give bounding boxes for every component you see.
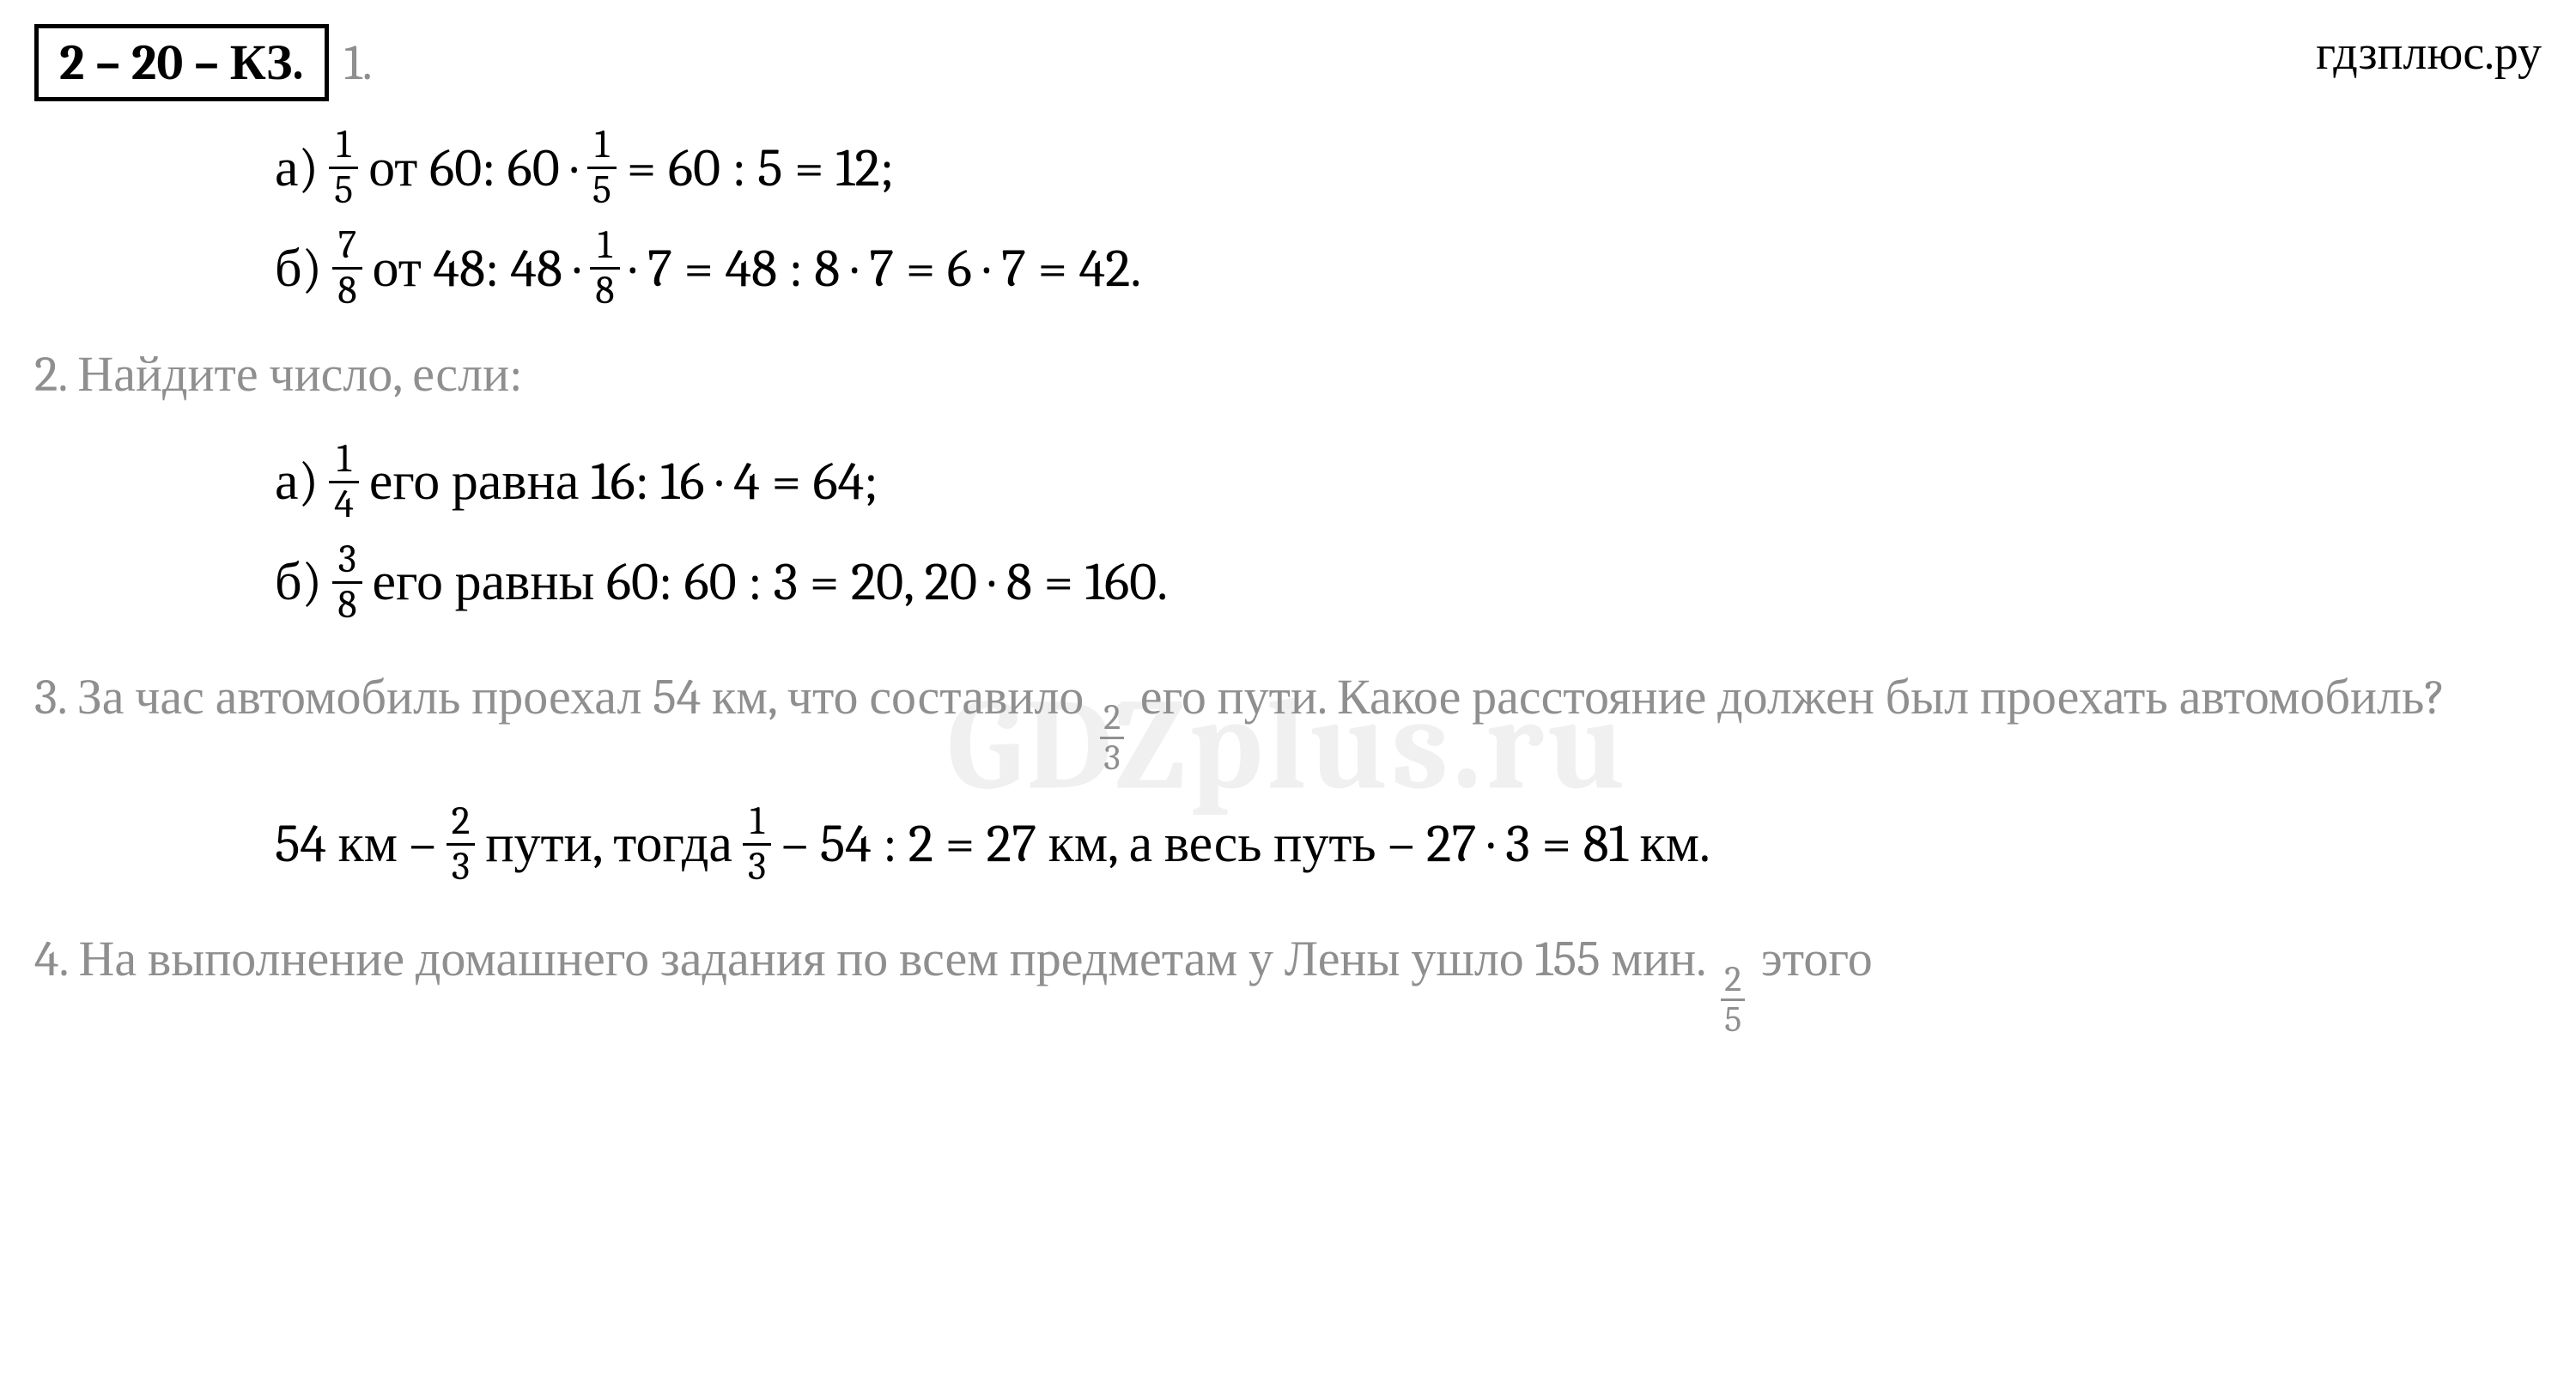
q3-ans-line: 54 км – 2 3 пути, тогда 1 3 – 54 : 2 = 2… — [275, 802, 2542, 887]
q2b-frac1: 3 8 — [332, 540, 361, 625]
frac-num: 3 — [333, 540, 361, 581]
q1b-frac1: 7 8 — [332, 226, 361, 311]
q2-prompt: 2. Найдите число, если: — [34, 337, 2542, 414]
frac-num: 1 — [331, 440, 356, 481]
top-row: 2 – 20 – КЗ. 1. гдзплюс.ру — [34, 24, 2542, 101]
frac-den: 5 — [329, 167, 358, 210]
q4-frac1: 2 5 — [1721, 962, 1745, 1038]
frac-num: 7 — [333, 226, 362, 267]
q2-line-a: а) 1 4 его равна 16: 16 · 4 = 64; — [275, 440, 2542, 525]
section-chip: 2 – 20 – КЗ. — [34, 24, 329, 101]
q2-line-b: б) 3 8 его равны 60: 60 : 3 = 20, 20 · 8… — [275, 540, 2542, 625]
q1a-letter: а) — [275, 142, 319, 195]
q2a-frac1: 1 4 — [329, 440, 359, 525]
frac-den: 5 — [587, 167, 617, 210]
frac-den: 5 — [1721, 998, 1745, 1038]
q4-text2: этого — [1761, 931, 1873, 988]
q3-answer: 54 км – 2 3 пути, тогда 1 3 – 54 : 2 = 2… — [275, 802, 2542, 887]
q1b-text2: · 7 = 48 : 8 · 7 = 6 · 7 = 42. — [630, 242, 1142, 295]
frac-num: 2 — [1721, 962, 1745, 998]
frac-num: 1 — [744, 802, 769, 843]
frac-den: 4 — [329, 481, 359, 525]
q3-text1: 3. За час автомобиль проехал 54 км, что … — [34, 669, 1084, 726]
q4-text1: 4. На выполнение домашнего задания по вс… — [34, 931, 1704, 988]
q1a-frac1: 1 5 — [329, 125, 358, 210]
frac-den: 8 — [332, 267, 361, 311]
q2b-text1: его равны 60: 60 : 3 = 20, 20 · 8 = 160. — [373, 555, 1168, 609]
q3a-text1: 54 км – — [275, 817, 436, 871]
q1-answers: а) 1 5 от 60: 60 · 1 5 = 60 : 5 = 12; б)… — [275, 125, 2542, 311]
q3a-frac1: 2 3 — [447, 802, 476, 887]
frac-num: 1 — [331, 125, 356, 167]
q1-line-b: б) 7 8 от 48: 48 · 1 8 · 7 = 48 : 8 · 7 … — [275, 226, 2542, 311]
frac-den: 8 — [590, 267, 619, 311]
q1a-frac2: 1 5 — [587, 125, 617, 210]
q1a-text1: от 60: 60 · — [368, 142, 577, 195]
q3-prompt: 3. За час автомобиль проехал 54 км, что … — [34, 659, 2542, 776]
q2a-text1: его равна 16: 16 · 4 = 64; — [369, 455, 878, 508]
frac-den: 8 — [332, 581, 361, 625]
q2a-letter: а) — [275, 455, 319, 508]
frac-num: 1 — [590, 125, 615, 167]
q1b-letter: б) — [275, 242, 322, 295]
q3-frac1: 2 3 — [1100, 700, 1124, 776]
q3a-frac2: 1 3 — [743, 802, 771, 887]
q2b-letter: б) — [275, 555, 322, 609]
attribution-text: гдзплюс.ру — [2316, 26, 2542, 81]
q3-text2: его пути. Какое расстояние должен был пр… — [1140, 669, 2445, 726]
page-content: 2 – 20 – КЗ. 1. гдзплюс.ру а) 1 5 от 60:… — [0, 0, 2576, 1072]
frac-num: 1 — [592, 226, 617, 267]
frac-den: 3 — [447, 843, 475, 887]
q2-answers: а) 1 4 его равна 16: 16 · 4 = 64; б) 3 8… — [275, 440, 2542, 625]
q1-line-a: а) 1 5 от 60: 60 · 1 5 = 60 : 5 = 12; — [275, 125, 2542, 210]
q1b-text1: от 48: 48 · — [373, 242, 580, 295]
frac-num: 2 — [1100, 700, 1124, 737]
q1b-frac2: 1 8 — [590, 226, 619, 311]
q3a-text3: – 54 : 2 = 27 км, а весь путь – 27 · 3 =… — [781, 817, 1710, 871]
q1a-text2: = 60 : 5 = 12; — [627, 142, 894, 195]
frac-num: 2 — [447, 802, 476, 843]
q3a-text2: пути, тогда — [485, 817, 732, 871]
frac-den: 3 — [743, 843, 771, 887]
question-1-marker: 1. — [344, 34, 373, 92]
frac-den: 3 — [1100, 737, 1123, 776]
q4-prompt: 4. На выполнение домашнего задания по вс… — [34, 921, 2542, 1038]
